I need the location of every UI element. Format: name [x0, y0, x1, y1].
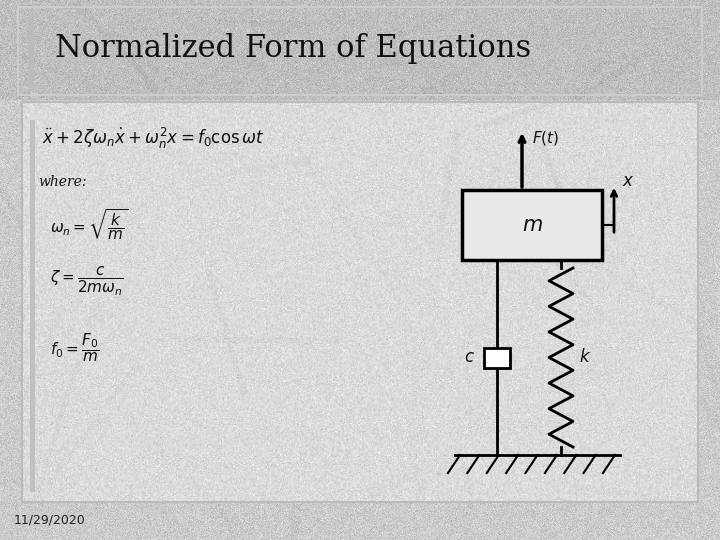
- Bar: [30, 108, 35, 120]
- Text: 11/29/2020: 11/29/2020: [14, 514, 86, 526]
- Bar: [462, 190, 602, 260]
- Text: Normalized Form of Equations: Normalized Form of Equations: [55, 33, 531, 64]
- Text: $x$: $x$: [622, 172, 634, 190]
- Bar: [22, 102, 698, 502]
- Bar: [18, 7, 702, 95]
- Text: where:: where:: [38, 175, 86, 189]
- Text: $f_0 = \dfrac{F_0}{m}$: $f_0 = \dfrac{F_0}{m}$: [50, 332, 99, 364]
- Text: $\omega_n = \sqrt{\dfrac{k}{m}}$: $\omega_n = \sqrt{\dfrac{k}{m}}$: [50, 208, 128, 242]
- Text: $c$: $c$: [464, 349, 475, 366]
- Text: $\zeta = \dfrac{c}{2m\omega_n}$: $\zeta = \dfrac{c}{2m\omega_n}$: [50, 266, 123, 298]
- Bar: [30, 110, 35, 492]
- Text: $F(t)$: $F(t)$: [532, 129, 559, 147]
- Bar: [484, 348, 510, 368]
- Text: $m$: $m$: [521, 215, 542, 235]
- Bar: [28, 14, 34, 88]
- Text: $k$: $k$: [579, 348, 591, 367]
- Text: $\ddot{x}+2\zeta\omega_n\dot{x}+\omega_n^2 x = f_0 \cos\omega t$: $\ddot{x}+2\zeta\omega_n\dot{x}+\omega_n…: [42, 125, 265, 151]
